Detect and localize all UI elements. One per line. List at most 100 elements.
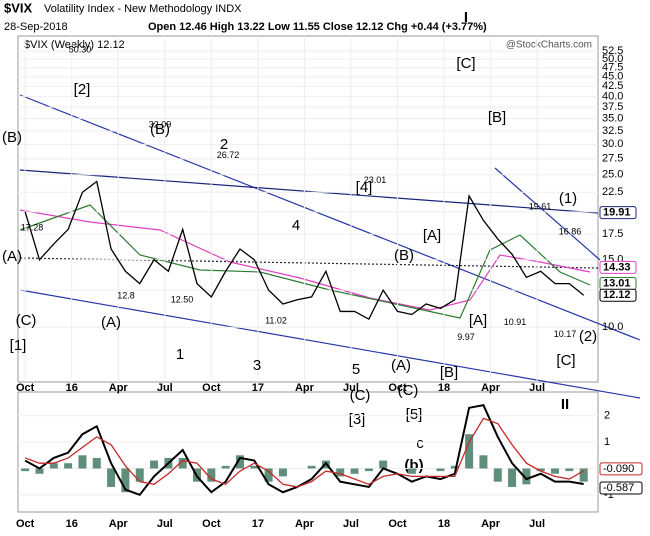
histogram-bar [92, 457, 101, 469]
wave-label: 2 [220, 136, 228, 153]
y-tick-label: 2 [604, 410, 610, 422]
end-label-box [599, 481, 643, 495]
histogram-bar [235, 455, 244, 469]
quote: Open 12.46 High 13.22 Low 11.55 Close 12… [148, 21, 487, 33]
x-tick-label: Jul [343, 518, 359, 530]
wave-label: (B) [2, 129, 22, 146]
index-name: Volatility Index - New Methodology INDX [44, 3, 242, 15]
wave-label: (A) [101, 314, 121, 331]
x-tick-label: Jul [157, 382, 173, 394]
x-tick-label: Oct [16, 382, 35, 394]
histogram-bar [364, 468, 373, 472]
x-tick-label: 17 [252, 518, 264, 530]
trendline [494, 167, 601, 261]
wave-label: (A) [2, 248, 22, 265]
x-tick-label: Oct [388, 518, 407, 530]
x-tick-label: Apr [109, 518, 129, 530]
price-note: 9.97 [457, 332, 475, 342]
x-tick-label: Oct [16, 518, 35, 530]
histogram-bar [379, 460, 388, 469]
watermark: @StockCharts.com [506, 40, 592, 51]
y-tick-label: 50.0 [602, 53, 623, 65]
price-label-box [599, 260, 637, 274]
histogram-bar [493, 468, 502, 482]
y-tick-label: 27.5 [602, 153, 623, 165]
y-tick-label: 45.0 [602, 71, 623, 83]
price-label: 12.12 [603, 289, 631, 301]
x-tick-label: Jul [529, 382, 545, 394]
y-tick-label: 1 [604, 436, 610, 448]
price-note: 19.61 [529, 202, 552, 212]
moving-average [19, 204, 591, 319]
wave-label: 3 [253, 357, 261, 374]
price-note: 16.86 [559, 227, 582, 237]
histogram-bar [336, 468, 345, 477]
wave-label: 4 [292, 217, 300, 234]
y-tick-label: 30.0 [602, 138, 623, 150]
price-note: 11.02 [265, 315, 287, 325]
main-frame [17, 35, 599, 383]
price-label-box [599, 206, 637, 220]
x-tick-label: 16 [66, 382, 78, 394]
price-line [24, 180, 585, 321]
price-label: 14.33 [603, 261, 631, 273]
wave-label: [5] [406, 406, 423, 423]
y-tick-label: 32.5 [602, 125, 623, 137]
wave-label: (C) [398, 382, 419, 399]
y-tick-label: 17.5 [602, 228, 623, 240]
histogram-bar [49, 463, 58, 469]
wave-label: [4] [356, 179, 373, 196]
histogram-bar [264, 468, 273, 482]
x-tick-label: 17 [252, 382, 264, 394]
wave-label: [2] [74, 81, 91, 98]
x-tick-label: 18 [438, 382, 450, 394]
histogram-bar [221, 465, 230, 469]
x-tick-label: Jul [529, 518, 545, 530]
date: 28-Sep-2018 [4, 21, 68, 33]
histogram-bar [150, 460, 159, 469]
price-label: 13.01 [603, 277, 631, 289]
price-label: 19.91 [603, 207, 631, 219]
histogram-bar [135, 468, 144, 482]
histogram-bar [78, 455, 87, 469]
wave-label: [C] [556, 352, 575, 369]
histogram-bar [178, 457, 187, 469]
wave-label: [3] [349, 411, 366, 428]
price-note: 12.8 [117, 291, 135, 301]
end-label: -0.587 [603, 482, 634, 494]
y-tick-label: 35.0 [602, 113, 623, 125]
price-note: 23.01 [364, 175, 387, 185]
wave-label: (2) [579, 328, 597, 345]
price-note: 17.28 [21, 223, 44, 233]
oscillator-line [24, 417, 585, 488]
y-tick-label: -1 [604, 489, 614, 501]
x-tick-label: Apr [295, 382, 315, 394]
histogram-bar [522, 468, 531, 485]
wave-label: II [561, 396, 569, 413]
wave-label: [C] [456, 55, 475, 72]
x-tick-label: 18 [438, 518, 450, 530]
wave-label: c [416, 435, 424, 452]
x-tick-label: Oct [202, 382, 221, 394]
price-note: 50.30 [69, 45, 92, 55]
price-note: 10.91 [504, 317, 527, 327]
histogram-bar [278, 468, 287, 477]
x-tick-label: Apr [109, 382, 129, 394]
histogram-bar [436, 468, 445, 472]
y-tick-label: 22.5 [602, 186, 623, 198]
wave-label: I [464, 9, 468, 26]
trendline [19, 169, 599, 214]
symbol: $VIX [4, 0, 33, 15]
histogram-bar [508, 468, 517, 487]
histogram-bar [207, 468, 216, 482]
histogram-bar [21, 468, 30, 472]
histogram-bar [121, 468, 130, 493]
histogram-bar [465, 434, 474, 469]
x-tick-label: Jul [343, 382, 359, 394]
histogram-bar [479, 455, 488, 469]
wave-label: 5 [352, 361, 360, 378]
price-note: 32.09 [149, 120, 172, 130]
x-tick-label: Apr [295, 518, 315, 530]
